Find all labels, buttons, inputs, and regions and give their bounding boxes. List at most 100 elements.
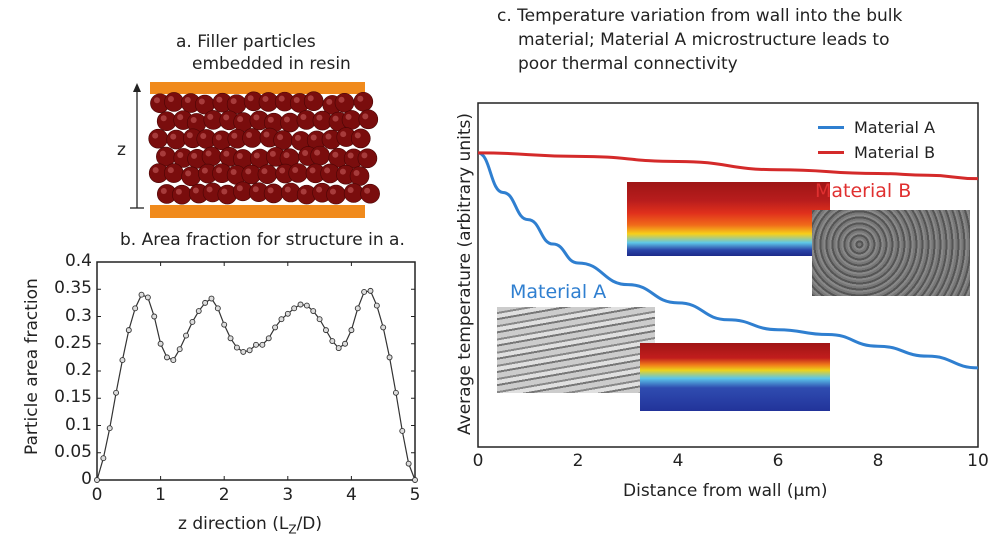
data-point [176,346,183,353]
legend-label-b: Material B [854,143,936,162]
x-tick-label: 8 [872,451,884,471]
particle-highlight [231,132,238,139]
particle-highlight [294,134,301,141]
panel-a-title-line1: a. Filler particles [176,32,316,52]
y-tick-label: 0.1 [64,414,92,435]
particle-highlight [347,152,354,159]
data-point [119,357,126,364]
particle-highlight [246,131,253,138]
data-point [361,289,368,295]
particle-highlight [152,167,159,174]
data-point [392,389,399,396]
data-point [100,455,107,462]
chart-b-xlabel: z direction (LZ/D) [178,514,322,536]
particle [326,184,346,205]
material-a-micrograph [497,307,655,393]
data-point [323,327,329,334]
data-point [221,321,228,328]
particle-highlight [205,150,212,157]
x-tick-label: 4 [345,485,357,505]
material-a-heatmap [640,343,830,411]
particle-highlight [324,167,331,174]
data-point [278,316,285,323]
particle-highlight [253,114,260,121]
particle-highlight [252,186,259,193]
particle-highlight [300,188,307,195]
data-point [259,341,266,348]
particle-highlight [160,187,167,194]
resin-bottom [150,205,365,218]
particle [357,148,378,169]
particle-highlight [184,97,191,104]
data-point [265,335,272,342]
particle-highlight [283,116,290,123]
particle-highlight [190,116,197,123]
data-point [284,310,291,317]
particle [358,109,379,130]
x-tick-label: 6 [772,451,784,471]
data-point [405,460,412,467]
particle-highlight [177,114,184,121]
data-point [138,291,145,298]
resin-top [150,82,365,94]
data-point [386,354,393,361]
particle-highlight [191,152,198,159]
particle-highlight [237,116,244,123]
particle-highlight [216,96,223,103]
x-tick-label: 4 [672,451,684,471]
data-point [348,327,355,334]
data-point [164,354,170,361]
y-tick-label: 0.4 [64,251,92,271]
area-fraction-line [96,290,416,481]
particle [263,183,284,204]
legend-swatch-a [818,126,844,129]
particle-highlight [269,150,276,157]
particle [148,128,168,149]
data-point [399,428,406,434]
particle-highlight [167,167,174,174]
data-point [246,347,253,354]
particle [349,166,370,186]
data-point [303,302,310,309]
particle-highlight [177,151,184,158]
data-point [310,308,317,314]
series-line-material-a [477,151,979,370]
data-point [291,305,298,312]
particle-highlight [326,98,333,105]
particle-highlight [160,115,167,122]
particle [156,111,177,132]
particle [166,129,187,150]
data-point [94,477,100,483]
data-point [342,340,348,347]
particle-highlight [207,113,214,120]
particle-highlight [186,132,193,139]
particle-highlight [278,95,285,102]
particle [350,128,371,149]
particle-highlight [353,170,360,177]
series-line-material-b [477,151,979,181]
particle-highlight [332,151,339,158]
data-point [373,302,380,309]
particle-highlight [167,95,174,102]
particle-highlight [283,152,290,159]
x-tick-label: 5 [409,485,421,505]
material-b-heatmap [627,182,830,256]
data-point [367,287,374,294]
data-point [233,344,240,351]
particle-highlight [362,113,369,120]
y-tick-label: 0.3 [64,305,92,326]
x-tick-label: 2 [218,485,230,505]
particle-highlight [261,168,268,175]
x-tick-label: 10 [967,451,989,471]
particle-highlight [329,188,336,195]
particle [181,166,201,187]
data-point [125,327,132,334]
data-point [412,477,418,483]
particle [201,146,222,167]
xlabel-end: /D) [296,514,323,534]
particle-highlight [245,168,252,175]
particle-highlight [223,114,230,121]
x-tick-label: 3 [282,485,294,505]
data-point [170,357,177,364]
y-tick-label: 0.05 [54,441,92,462]
